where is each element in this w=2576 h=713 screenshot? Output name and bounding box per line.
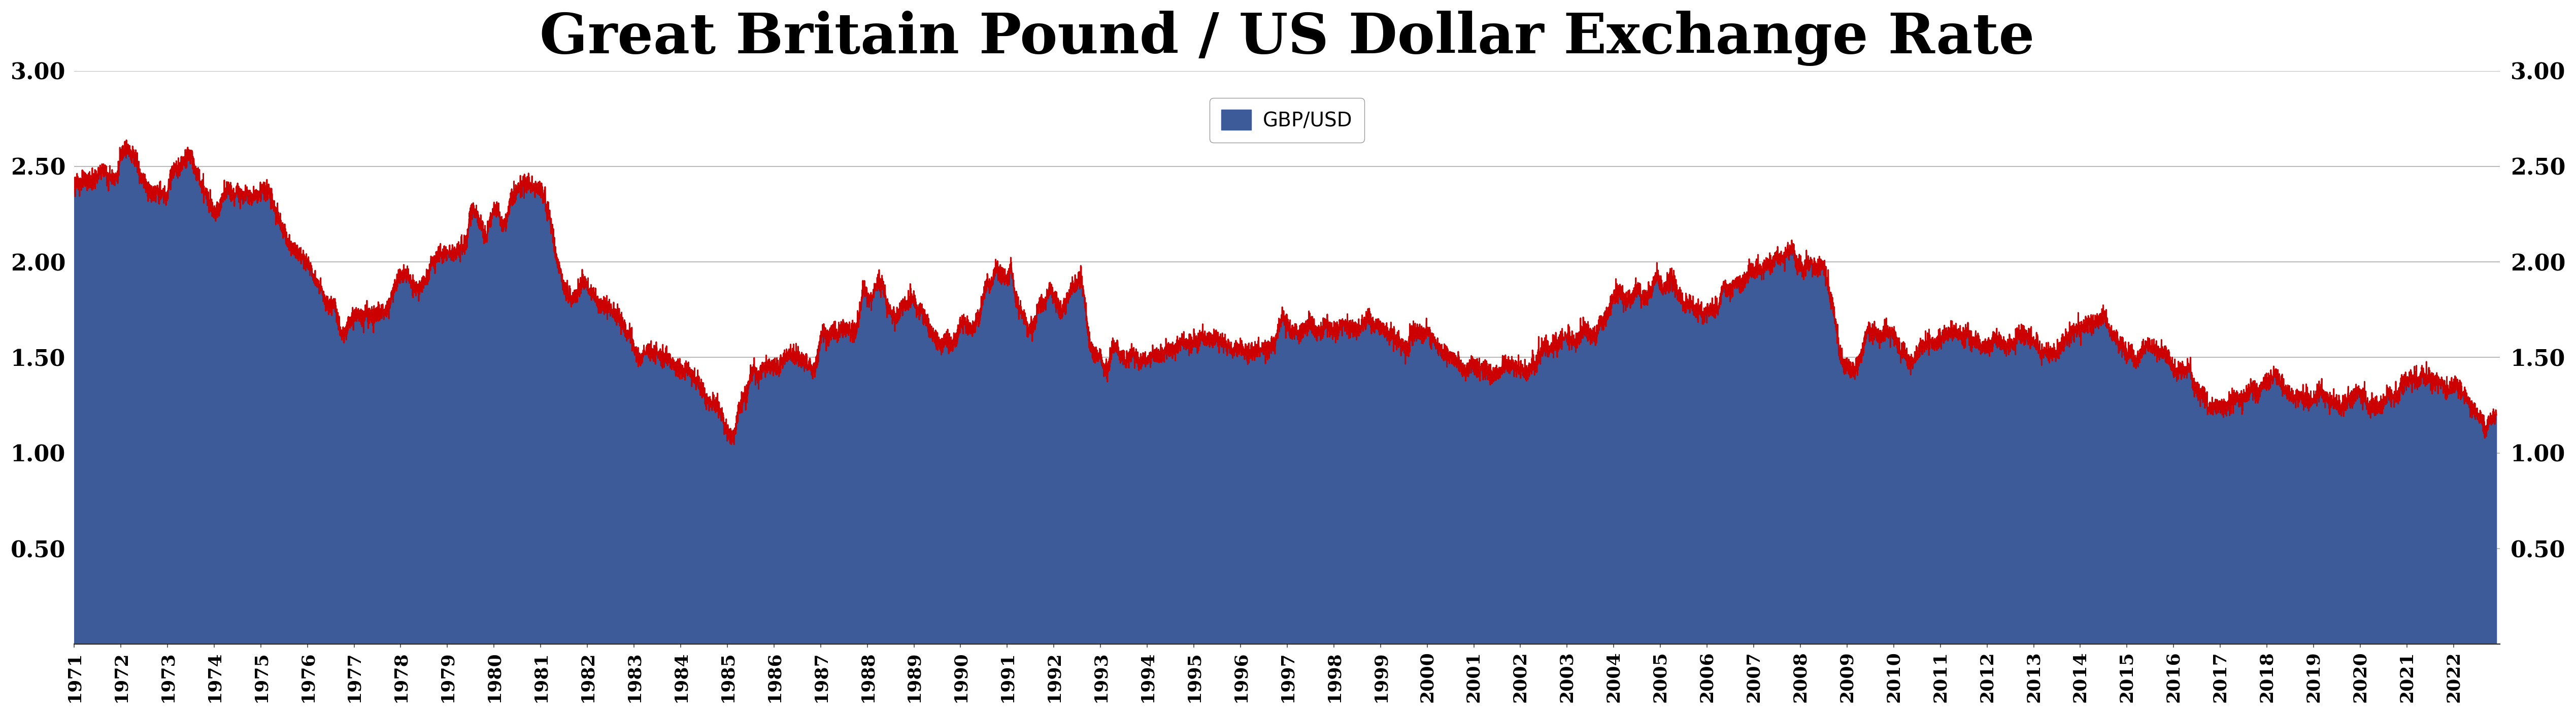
Legend: GBP/USD: GBP/USD xyxy=(1211,98,1365,143)
Title: Great Britain Pound / US Dollar Exchange Rate: Great Britain Pound / US Dollar Exchange… xyxy=(538,11,2035,66)
